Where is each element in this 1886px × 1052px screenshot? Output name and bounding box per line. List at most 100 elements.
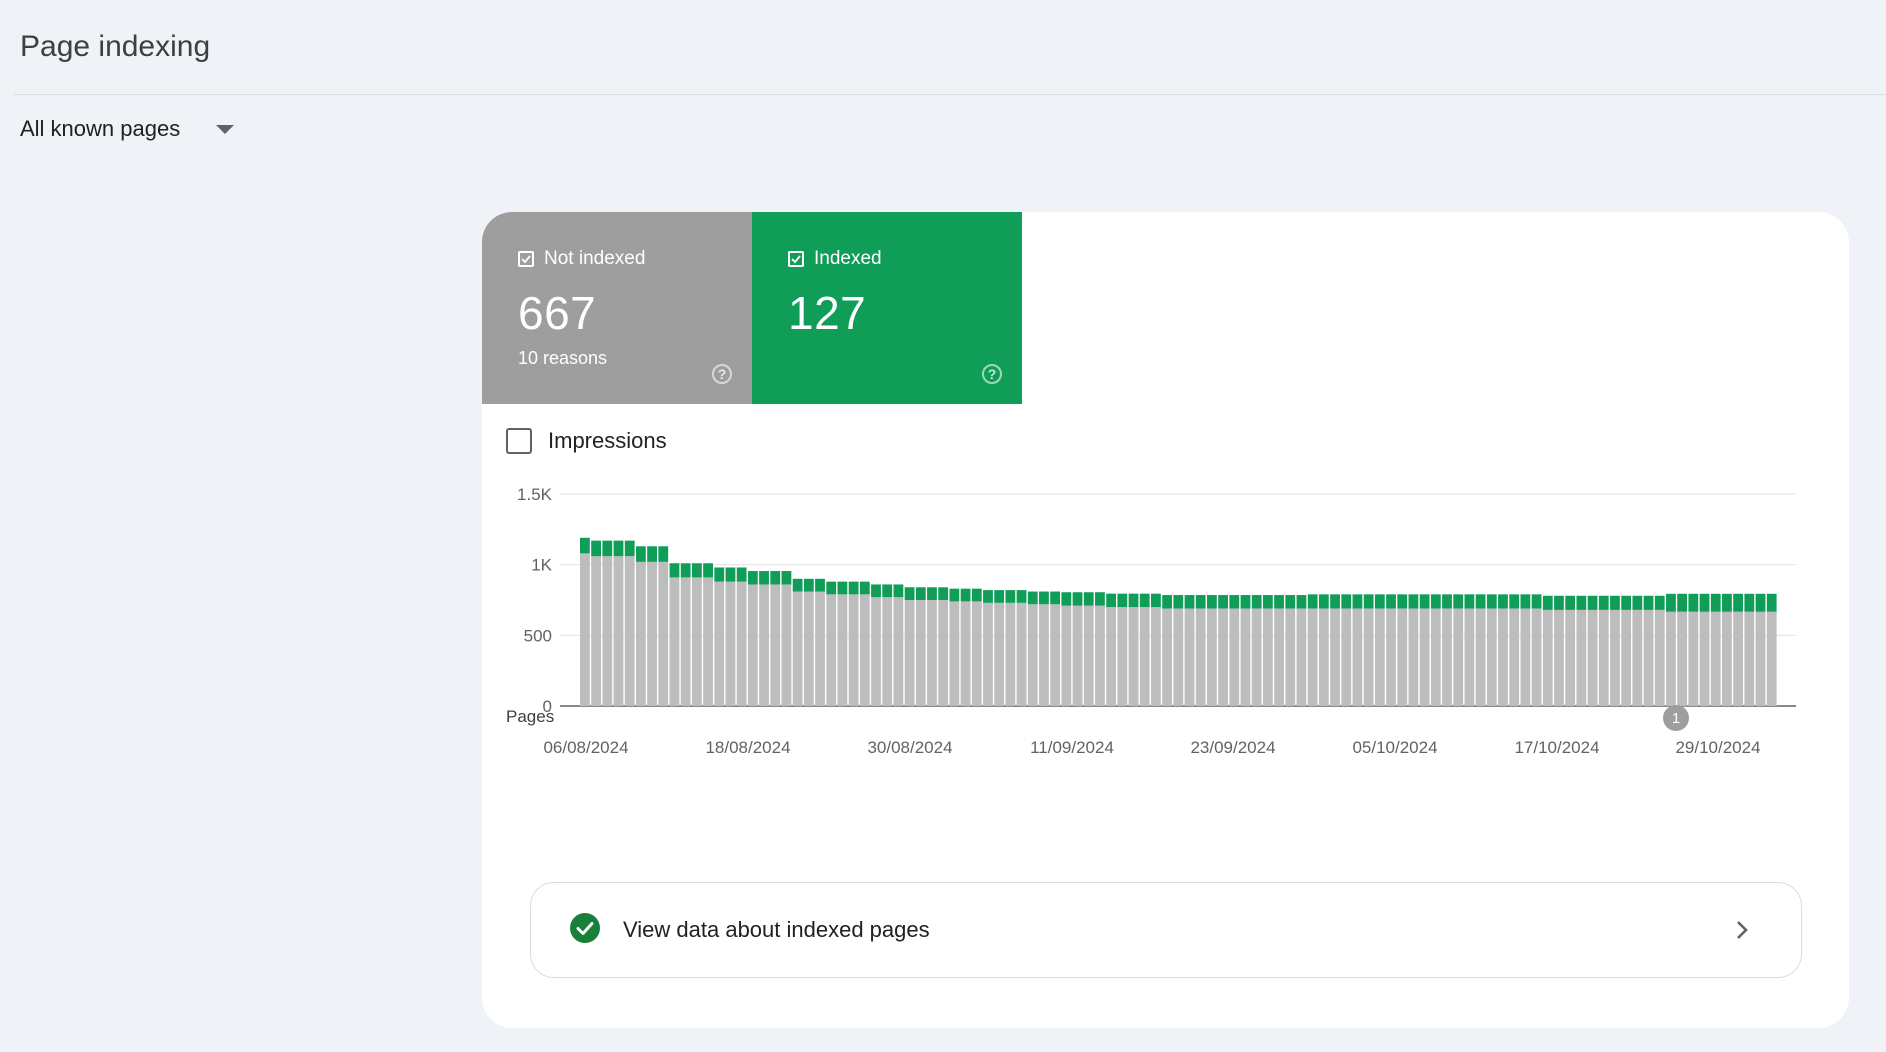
bar-indexed[interactable]: [938, 587, 949, 600]
bar-not-indexed[interactable]: [1554, 609, 1564, 706]
bar-indexed[interactable]: [1408, 594, 1419, 609]
bar-not-indexed[interactable]: [602, 556, 613, 706]
bar-not-indexed[interactable]: [1654, 609, 1665, 706]
bar-indexed[interactable]: [1106, 593, 1117, 608]
bar-indexed[interactable]: [1229, 595, 1240, 609]
bar-not-indexed[interactable]: [680, 577, 691, 706]
bar-indexed[interactable]: [815, 578, 825, 592]
bar-not-indexed[interactable]: [1016, 602, 1027, 706]
bar-indexed[interactable]: [1162, 595, 1173, 609]
view-indexed-pages-link[interactable]: View data about indexed pages: [530, 882, 1802, 978]
bar-not-indexed[interactable]: [1520, 608, 1531, 706]
bar-indexed[interactable]: [1699, 593, 1710, 612]
bar-indexed[interactable]: [1722, 593, 1732, 612]
bar-indexed[interactable]: [781, 571, 792, 585]
bar-not-indexed[interactable]: [837, 594, 848, 706]
help-circle-icon[interactable]: ?: [982, 364, 1002, 384]
bar-not-indexed[interactable]: [736, 581, 747, 706]
bar-not-indexed[interactable]: [1442, 608, 1452, 706]
bar-indexed[interactable]: [983, 590, 993, 603]
bar-indexed[interactable]: [624, 540, 635, 557]
bar-indexed[interactable]: [1027, 591, 1038, 605]
bar-indexed[interactable]: [1677, 593, 1688, 612]
bar-indexed[interactable]: [1498, 594, 1508, 609]
bar-not-indexed[interactable]: [1240, 608, 1251, 706]
bar-indexed[interactable]: [1151, 593, 1161, 608]
bar-indexed[interactable]: [1542, 595, 1553, 610]
checkbox-unchecked-icon[interactable]: [506, 428, 532, 454]
bar-indexed[interactable]: [580, 537, 590, 554]
bar-not-indexed[interactable]: [1106, 607, 1117, 706]
bar-indexed[interactable]: [971, 588, 982, 602]
bar-not-indexed[interactable]: [1486, 608, 1497, 706]
bar-not-indexed[interactable]: [1408, 608, 1419, 706]
bar-indexed[interactable]: [1374, 594, 1385, 609]
bar-not-indexed[interactable]: [1621, 609, 1632, 706]
bar-not-indexed[interactable]: [1128, 607, 1139, 706]
bar-not-indexed[interactable]: [1005, 602, 1016, 706]
bar-not-indexed[interactable]: [960, 601, 971, 706]
bar-not-indexed[interactable]: [1330, 608, 1340, 706]
bar-indexed[interactable]: [635, 546, 646, 562]
bar-indexed[interactable]: [1274, 595, 1284, 609]
bar-indexed[interactable]: [1039, 591, 1049, 605]
bar-indexed[interactable]: [669, 563, 680, 578]
bar-indexed[interactable]: [1430, 594, 1441, 609]
bar-not-indexed[interactable]: [1151, 607, 1161, 706]
bar-not-indexed[interactable]: [938, 600, 949, 706]
bar-indexed[interactable]: [591, 540, 601, 557]
bar-indexed[interactable]: [1688, 593, 1699, 612]
bar-not-indexed[interactable]: [1531, 608, 1542, 706]
bar-not-indexed[interactable]: [669, 577, 680, 706]
bar-indexed[interactable]: [1632, 595, 1643, 610]
bar-not-indexed[interactable]: [971, 601, 982, 706]
bar-not-indexed[interactable]: [1296, 608, 1307, 706]
bar-indexed[interactable]: [915, 587, 926, 600]
bar-indexed[interactable]: [1464, 594, 1475, 609]
bar-not-indexed[interactable]: [1050, 604, 1061, 706]
bar-indexed[interactable]: [759, 571, 769, 585]
bar-not-indexed[interactable]: [1666, 611, 1676, 706]
bar-not-indexed[interactable]: [691, 577, 702, 706]
bar-indexed[interactable]: [1621, 595, 1632, 610]
bar-not-indexed[interactable]: [1722, 611, 1732, 706]
bar-not-indexed[interactable]: [1061, 605, 1072, 706]
bar-indexed[interactable]: [1139, 593, 1150, 608]
bar-indexed[interactable]: [691, 563, 702, 578]
bar-not-indexed[interactable]: [770, 584, 781, 706]
bar-not-indexed[interactable]: [1688, 611, 1699, 706]
bar-not-indexed[interactable]: [1184, 608, 1195, 706]
bar-indexed[interactable]: [1587, 595, 1598, 610]
bar-indexed[interactable]: [1363, 594, 1374, 609]
bar-indexed[interactable]: [714, 567, 725, 582]
bar-not-indexed[interactable]: [1710, 611, 1721, 706]
bar-not-indexed[interactable]: [1117, 607, 1128, 706]
bar-indexed[interactable]: [803, 578, 814, 592]
bar-not-indexed[interactable]: [871, 597, 881, 706]
bar-not-indexed[interactable]: [949, 601, 960, 706]
bar-indexed[interactable]: [1565, 595, 1576, 610]
bar-indexed[interactable]: [680, 563, 691, 578]
bar-indexed[interactable]: [1598, 595, 1609, 610]
bar-not-indexed[interactable]: [1509, 608, 1520, 706]
bar-not-indexed[interactable]: [1139, 607, 1150, 706]
bar-not-indexed[interactable]: [725, 581, 736, 706]
bar-indexed[interactable]: [1005, 590, 1016, 603]
bar-not-indexed[interactable]: [1318, 608, 1329, 706]
bar-not-indexed[interactable]: [983, 602, 993, 706]
bar-not-indexed[interactable]: [759, 584, 769, 706]
bar-indexed[interactable]: [1397, 594, 1408, 609]
bar-not-indexed[interactable]: [635, 561, 646, 706]
bar-not-indexed[interactable]: [1352, 608, 1363, 706]
bar-indexed[interactable]: [826, 581, 837, 595]
bar-not-indexed[interactable]: [1251, 608, 1262, 706]
bar-indexed[interactable]: [1251, 595, 1262, 609]
bar-not-indexed[interactable]: [1643, 609, 1654, 706]
bar-not-indexed[interactable]: [893, 597, 904, 706]
bar-not-indexed[interactable]: [747, 584, 758, 706]
bar-indexed[interactable]: [1352, 594, 1363, 609]
bar-not-indexed[interactable]: [591, 556, 601, 706]
bar-indexed[interactable]: [725, 567, 736, 582]
bar-not-indexed[interactable]: [1464, 608, 1475, 706]
bar-indexed[interactable]: [1307, 594, 1318, 609]
